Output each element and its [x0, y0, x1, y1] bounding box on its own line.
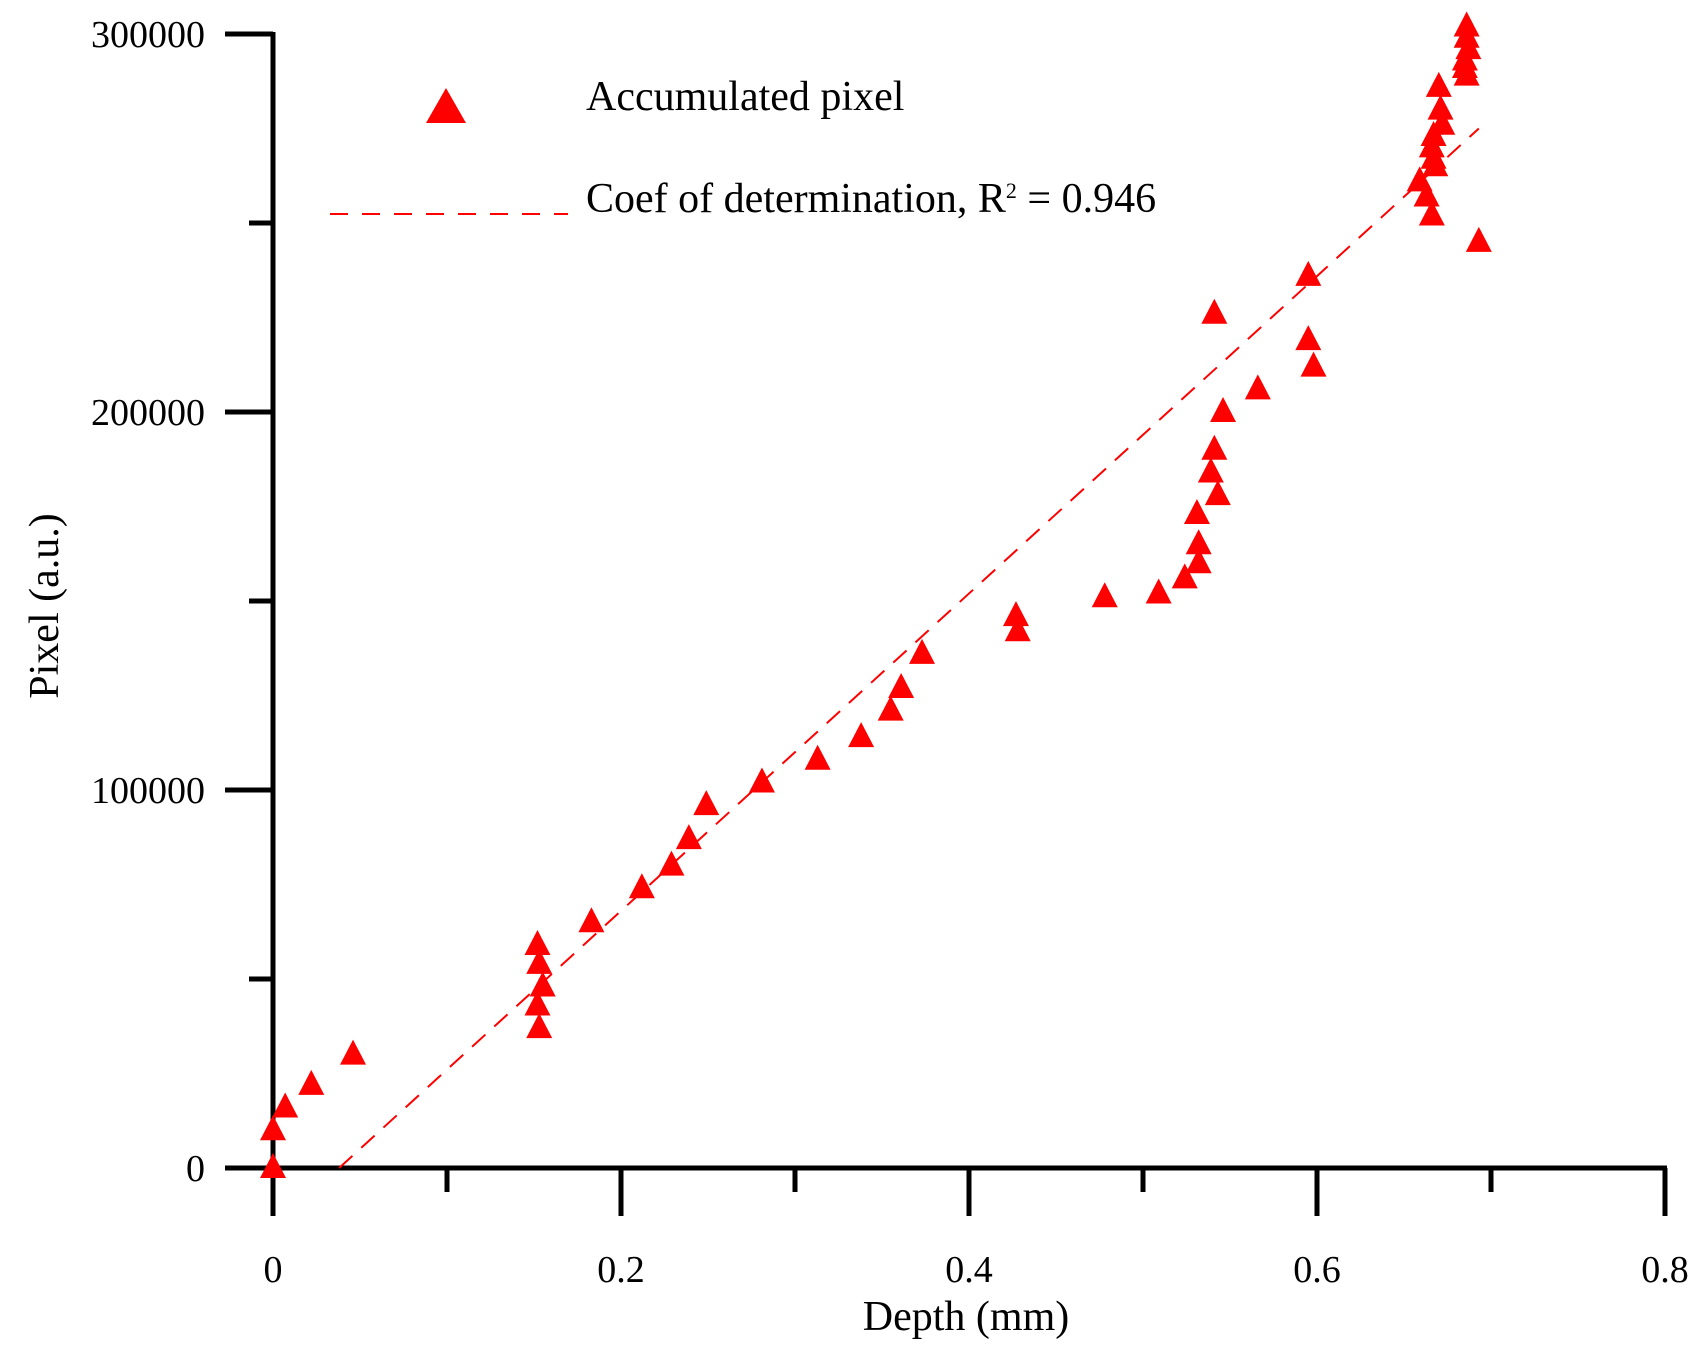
data-point-triangle	[1201, 434, 1228, 460]
data-point-triangle	[628, 873, 655, 899]
data-point-triangle	[1145, 578, 1172, 604]
data-point-triangle	[1300, 351, 1327, 377]
data-point-triangle	[526, 1013, 553, 1039]
data-point-triangle	[1425, 71, 1452, 97]
legend-label-accumulated-pixel: Accumulated pixel	[586, 74, 904, 120]
data-point-triangle	[524, 990, 551, 1016]
data-point-triangle	[1004, 616, 1031, 642]
data-point-triangle	[1429, 109, 1456, 135]
y-tick-label: 0	[186, 1148, 205, 1190]
data-point-triangle	[1201, 298, 1228, 324]
data-point-triangle	[877, 695, 904, 721]
data-point-triangle	[1185, 529, 1212, 555]
data-point-triangle	[260, 1153, 286, 1178]
marker-layer	[260, 11, 1492, 1178]
x-tick-label: 0.2	[597, 1249, 645, 1291]
legend-fit-value: = 0.946	[1017, 176, 1156, 222]
data-point-triangle	[1295, 325, 1322, 351]
data-point-triangle	[1204, 480, 1231, 506]
legend-label-fit-line: Coef of determination, R2 = 0.946	[586, 176, 1156, 222]
data-point-triangle	[804, 744, 831, 770]
y-tick-label: 300000	[91, 14, 205, 56]
fit-dashed-line	[338, 127, 1480, 1169]
data-point-triangle	[1185, 548, 1212, 574]
data-point-triangle	[888, 672, 915, 698]
x-tick-label: 0.8	[1641, 1249, 1689, 1291]
data-point-triangle	[1091, 582, 1118, 608]
data-point-triangle	[1295, 260, 1322, 286]
data-point-triangle	[524, 929, 551, 955]
data-point-triangle	[298, 1069, 325, 1095]
data-point-triangle	[909, 638, 936, 664]
data-point-triangle	[1427, 94, 1454, 120]
y-tick-label: 200000	[91, 392, 205, 434]
data-point-triangle	[529, 971, 556, 997]
x-axis-label: Depth (mm)	[863, 1294, 1069, 1340]
data-point-triangle	[1244, 374, 1271, 400]
data-point-triangle	[748, 767, 775, 793]
legend-triangle-icon	[426, 88, 466, 123]
data-point-triangle	[1453, 11, 1480, 37]
legend: Accumulated pixel Coef of determination,…	[330, 74, 1156, 222]
x-tick-label: 0	[264, 1249, 283, 1291]
data-point-triangle	[1197, 457, 1224, 483]
y-axis-label: Pixel (a.u.)	[22, 513, 68, 698]
data-point-triangle	[1406, 166, 1433, 192]
legend-fit-superscript: 2	[1006, 178, 1017, 203]
data-point-triangle	[272, 1092, 299, 1118]
data-point-triangle	[675, 824, 702, 850]
fit-line-layer	[338, 127, 1480, 1169]
data-point-triangle	[658, 850, 685, 876]
data-point-triangle	[693, 790, 720, 816]
x-tick-label: 0.4	[945, 1249, 993, 1291]
x-tick-label: 0.6	[1293, 1249, 1341, 1291]
data-point-triangle	[1413, 181, 1440, 207]
data-point-triangle	[578, 907, 605, 933]
legend-fit-name: Coef of determination, R	[586, 176, 1006, 222]
data-point-triangle	[1002, 601, 1029, 627]
data-point-triangle	[526, 948, 553, 974]
tick-labels: 0 0.2 0.4 0.6 0.8 0 100000 200000 300000	[91, 14, 1689, 1291]
data-point-triangle	[340, 1039, 367, 1065]
data-point-triangle	[1465, 226, 1492, 252]
data-point-triangle	[1171, 563, 1198, 589]
data-point-triangle	[848, 722, 875, 748]
data-point-triangle	[1183, 499, 1210, 525]
data-point-triangle	[1210, 397, 1237, 422]
y-tick-label: 100000	[91, 770, 205, 812]
data-point-triangle	[1418, 200, 1445, 226]
data-point-triangle	[260, 1115, 286, 1141]
